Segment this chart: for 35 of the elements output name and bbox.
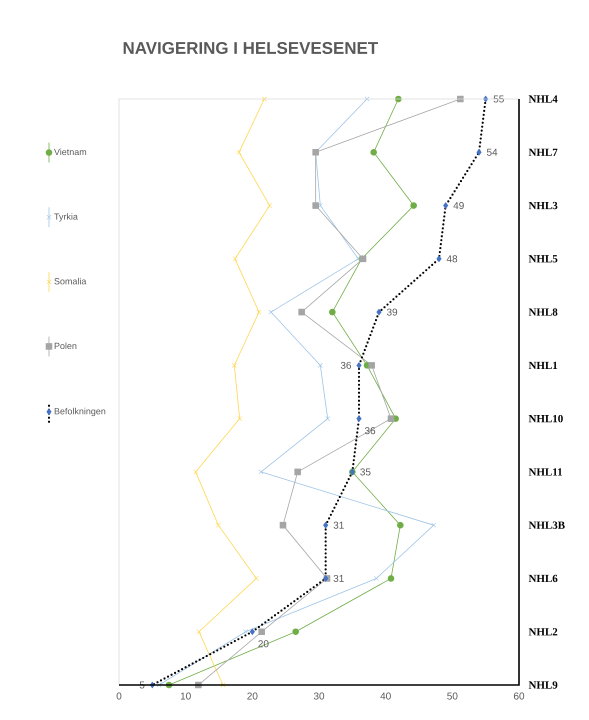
x-tick-label: 40 — [380, 692, 391, 700]
chart-title: NAVIGERING I HELSEVESENET — [124, 42, 378, 54]
x-tick-label: 20 — [247, 692, 258, 700]
data-label: 31 — [334, 522, 344, 529]
data-label: 49 — [453, 202, 464, 210]
y-tick-label: NHL7 — [528, 148, 558, 156]
y-tick-label: NHL8 — [528, 308, 558, 316]
legend-label: Polen — [54, 342, 76, 350]
y-tick-label: NHL1 — [528, 362, 558, 369]
y-tick-label: NHL2 — [528, 628, 558, 636]
y-tick-label: NHL10 — [528, 414, 563, 422]
legend-label: Tyrkia — [54, 213, 78, 222]
data-label: 55 — [494, 96, 504, 102]
data-label: 39 — [386, 308, 398, 316]
x-tick-label: 30 — [314, 692, 324, 700]
data-label: 48 — [446, 255, 458, 262]
x-tick-label: 50 — [447, 692, 458, 700]
y-tick-label: NHL9 — [528, 681, 558, 689]
y-tick-label: NHL4 — [528, 95, 558, 103]
data-label: 31 — [334, 574, 344, 582]
data-label: 35 — [360, 468, 371, 476]
legend-label: Somalia — [54, 278, 86, 284]
y-tick-label: NHL5 — [528, 255, 558, 262]
y-tick-label: NHL3B — [528, 522, 565, 529]
data-label: 36 — [364, 427, 376, 434]
data-label: 36 — [340, 362, 352, 369]
y-tick-label: NHL6 — [528, 574, 558, 582]
y-tick-label: NHL11 — [528, 468, 562, 476]
legend-label: Vietnam — [54, 148, 86, 156]
x-tick-label: 10 — [180, 692, 191, 700]
x-tick-label: 60 — [514, 692, 524, 700]
data-label: 54 — [486, 148, 498, 156]
y-tick-label: NHL3 — [528, 202, 558, 210]
legend-label: Befolkningen — [54, 408, 106, 416]
x-tick-label: 0 — [116, 692, 122, 700]
